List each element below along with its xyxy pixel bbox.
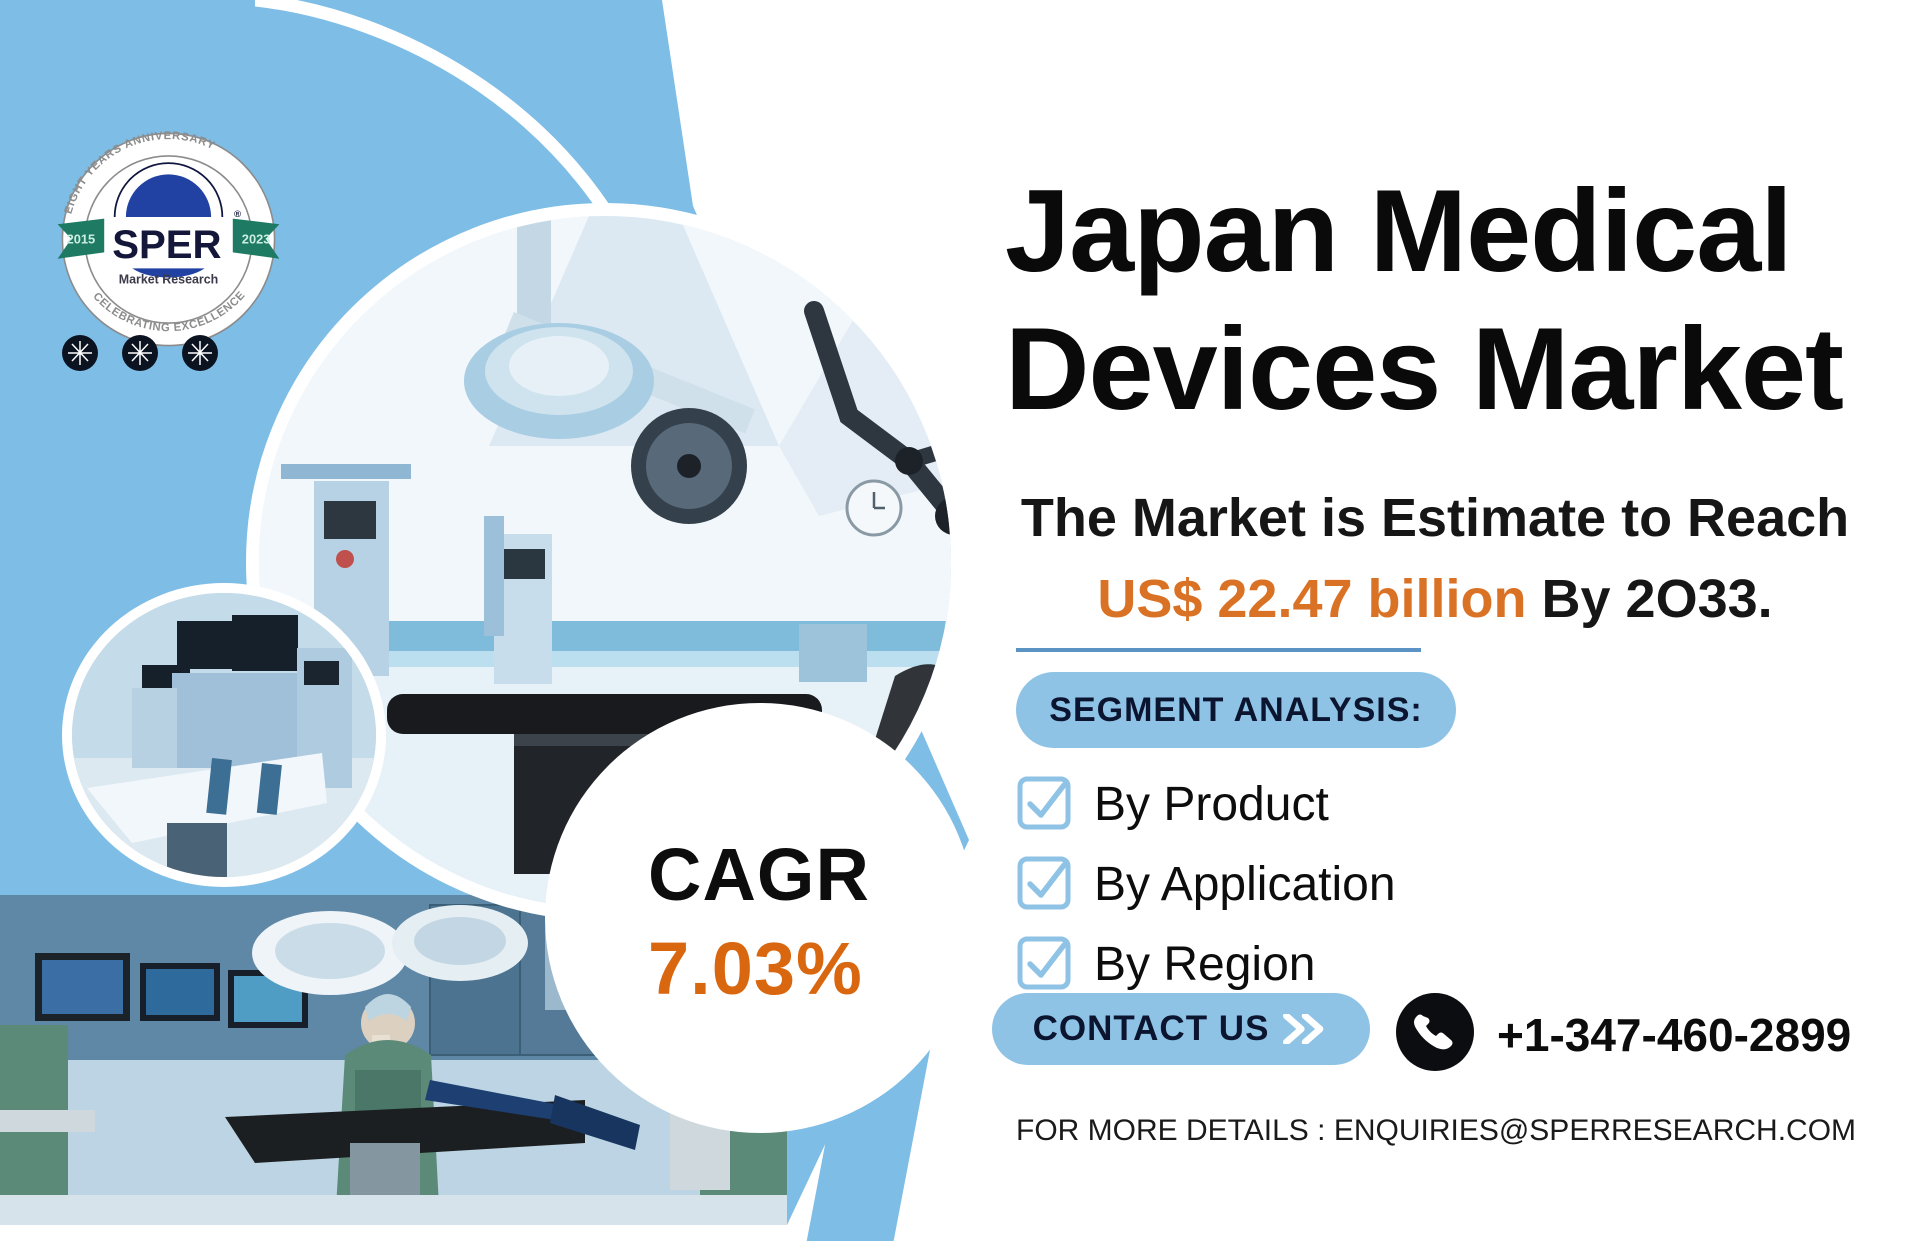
svg-text:2023: 2023 bbox=[242, 232, 271, 247]
svg-text:SPER: SPER bbox=[112, 222, 221, 267]
svg-text:2015: 2015 bbox=[67, 232, 96, 247]
svg-text:Market Research: Market Research bbox=[119, 273, 219, 287]
svg-text:®: ® bbox=[234, 209, 241, 220]
